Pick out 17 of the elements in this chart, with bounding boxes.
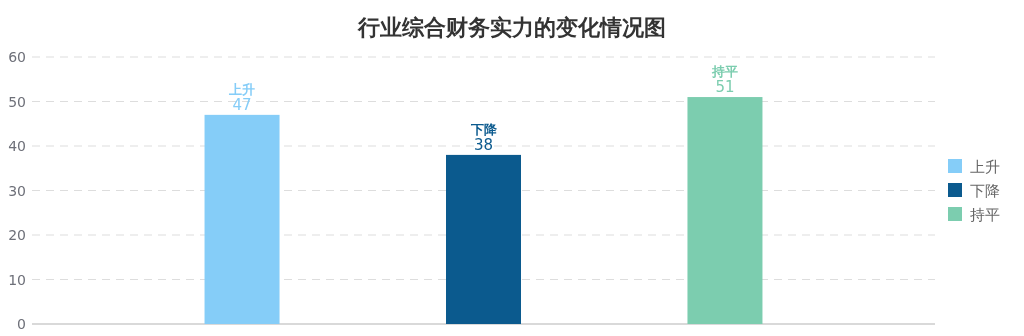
legend-label: 下降: [970, 182, 1000, 200]
text: 下降: [470, 121, 497, 137]
y-tick-label: 30: [8, 182, 26, 199]
y-tick-label: 40: [8, 138, 26, 154]
y-tick-label: 50: [8, 93, 26, 110]
legend-label: 上升: [970, 158, 1000, 176]
text: 持平: [711, 64, 738, 80]
data-label: 38: [473, 135, 494, 154]
text: 上升: [229, 81, 256, 97]
data-label: 47: [232, 95, 252, 114]
legend-label: 持平: [970, 206, 1000, 224]
y-tick-label: 10: [8, 271, 26, 288]
y-tick-label: 20: [8, 227, 26, 243]
y-tick-label: 60: [8, 49, 26, 65]
chart-title: 行业综合财务实力的变化情况图: [357, 15, 666, 40]
data-label: 51: [715, 78, 735, 97]
y-tick-label: 0: [17, 316, 26, 332]
